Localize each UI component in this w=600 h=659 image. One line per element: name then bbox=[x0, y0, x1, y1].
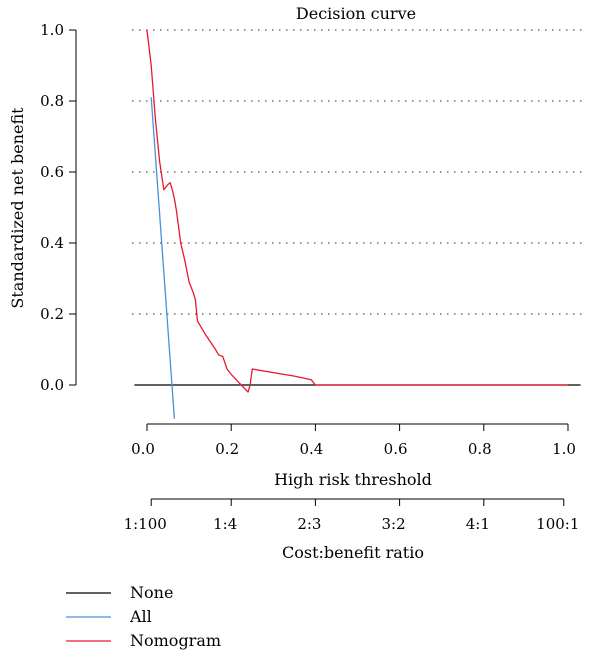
series-line-nomogram bbox=[146, 29, 568, 393]
y-tick-label-5: 1.0 bbox=[40, 21, 64, 39]
legend: None All Nomogram bbox=[66, 583, 221, 650]
secondary-tick-label-5: 100:1 bbox=[536, 515, 579, 533]
y-axis-title: Standardized net benefit bbox=[8, 107, 27, 309]
secondary-tick-label-0: 1:100 bbox=[124, 515, 167, 533]
legend-label-all: All bbox=[129, 607, 152, 626]
y-tick-label-1: 0.2 bbox=[40, 305, 64, 323]
y-tick-label-2: 0.4 bbox=[40, 234, 64, 252]
secondary-tick-label-3: 3:2 bbox=[382, 515, 406, 533]
secondary-tick-label-1: 1:4 bbox=[213, 515, 237, 533]
x-axis-title: High risk threshold bbox=[274, 470, 432, 489]
x-tick-label-5: 1.0 bbox=[552, 440, 576, 458]
y-tick-label-3: 0.6 bbox=[40, 163, 64, 181]
series-lines bbox=[134, 29, 581, 419]
legend-label-nomogram: Nomogram bbox=[130, 631, 221, 650]
secondary-tick-label-2: 2:3 bbox=[297, 515, 321, 533]
y-tick-label-4: 0.8 bbox=[40, 92, 64, 110]
y-tick-label-0: 0.0 bbox=[40, 376, 64, 394]
axes: 0.0 0.2 0.4 0.6 0.8 1.0 0.0 0.2 0.4 0.6 0.8 1.0 1:10… bbox=[40, 21, 579, 533]
grid-lines bbox=[132, 29, 584, 315]
secondary-axis-title: Cost:benefit ratio bbox=[282, 543, 424, 562]
x-tick-label-3: 0.6 bbox=[384, 440, 408, 458]
legend-label-none: None bbox=[130, 583, 173, 602]
secondary-tick-label-4: 4:1 bbox=[466, 515, 490, 533]
x-tick-label-1: 0.2 bbox=[215, 440, 239, 458]
x-tick-label-4: 0.8 bbox=[468, 440, 492, 458]
x-tick-label-0: 0.0 bbox=[131, 440, 155, 458]
series-line-all bbox=[150, 97, 176, 419]
x-tick-label-2: 0.4 bbox=[299, 440, 323, 458]
chart-title: Decision curve bbox=[296, 4, 416, 23]
